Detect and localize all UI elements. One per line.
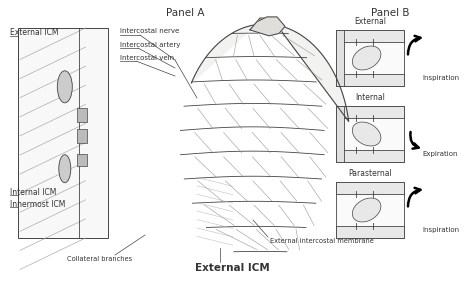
Bar [336,74,404,86]
Text: Intercostal nerve: Intercostal nerve [120,28,179,34]
FancyBboxPatch shape [18,28,108,238]
Text: Internal: Internal [355,93,385,102]
Text: Parasternal: Parasternal [348,169,392,178]
Text: Inspiration: Inspiration [422,227,459,233]
Text: Collateral branches: Collateral branches [67,256,133,262]
Text: Innermost ICM: Innermost ICM [10,200,65,209]
Ellipse shape [57,71,73,103]
Bar [336,30,344,86]
Bar [336,182,404,238]
Bar [336,150,404,162]
Bar [77,154,87,166]
Bar [336,106,344,162]
Polygon shape [250,17,285,36]
Ellipse shape [59,155,71,183]
Bar [336,106,404,118]
Text: External ICM: External ICM [10,28,58,37]
Text: External: External [354,17,386,26]
Text: External intercostal membrane: External intercostal membrane [270,238,374,244]
Bar [77,129,87,143]
Text: External ICM: External ICM [195,263,269,273]
Text: Intercostal vein: Intercostal vein [120,55,174,61]
Bar [336,30,404,42]
Ellipse shape [352,122,381,146]
Bar [336,106,404,162]
Text: Expiration: Expiration [422,151,457,156]
Ellipse shape [352,46,381,70]
Bar [77,108,87,122]
Text: Inspiration: Inspiration [422,75,459,81]
Polygon shape [191,18,349,122]
Ellipse shape [352,198,381,222]
Text: Panel B: Panel B [371,8,409,18]
Text: Internal ICM: Internal ICM [10,188,56,197]
Bar [336,226,404,238]
Text: Intercostal artery: Intercostal artery [120,42,181,48]
Bar [336,30,404,86]
Text: Panel A: Panel A [166,8,204,18]
Bar [336,182,404,194]
